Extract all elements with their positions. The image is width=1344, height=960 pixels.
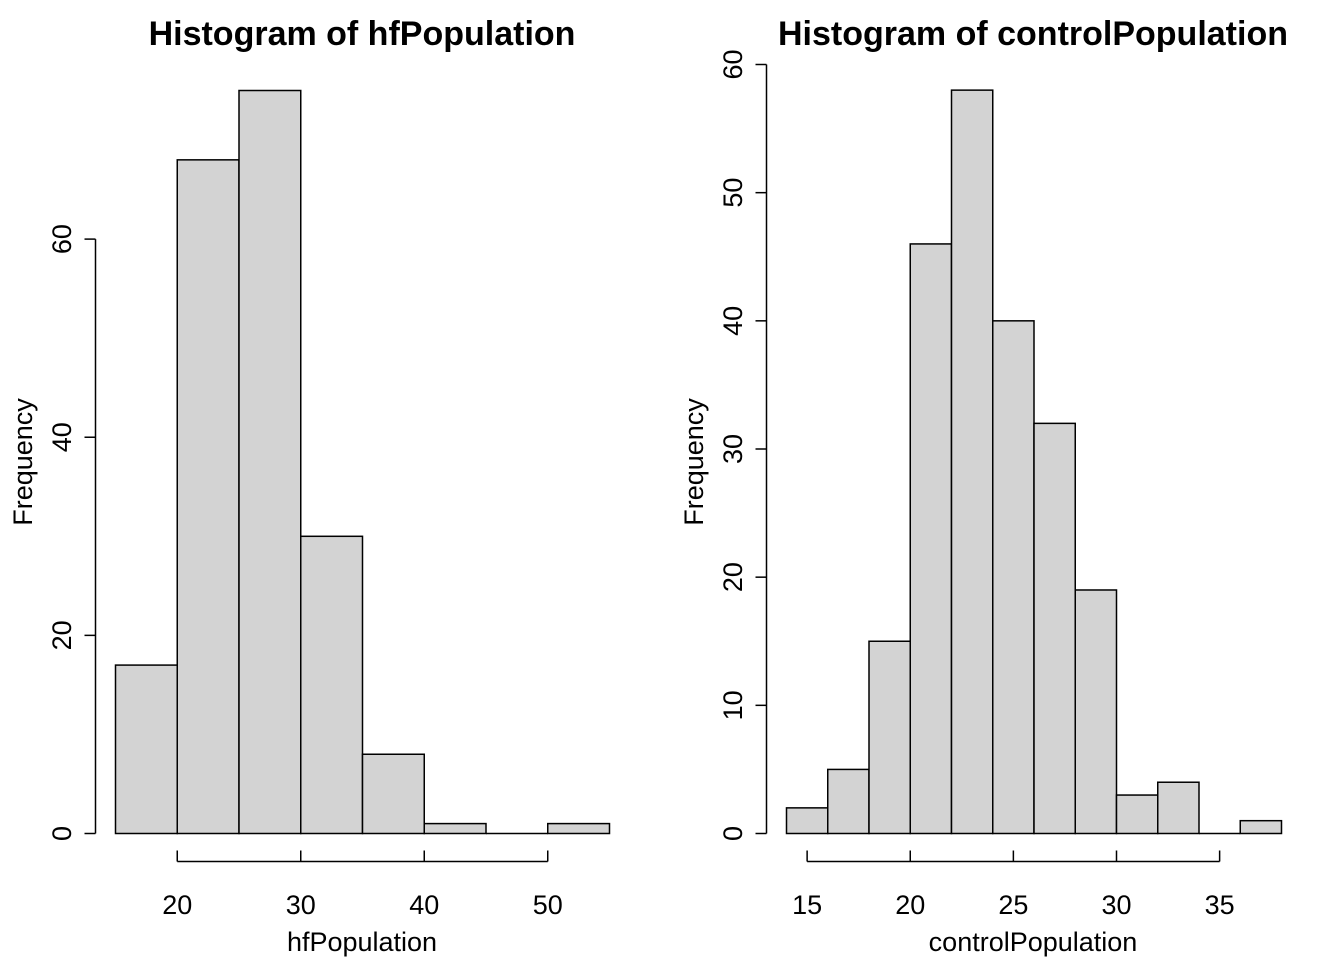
histogram-bar bbox=[785, 807, 829, 835]
x-tick-label: 20 bbox=[895, 890, 925, 920]
y-tick-label: 60 bbox=[718, 49, 748, 79]
y-tick-label: 50 bbox=[718, 178, 748, 208]
histogram-bar bbox=[114, 664, 178, 835]
histogram-bar bbox=[300, 535, 364, 835]
x-tick-label: 25 bbox=[998, 890, 1028, 920]
histogram-bar bbox=[992, 320, 1035, 835]
histogram-bar bbox=[361, 753, 425, 835]
y-axis: 0 20 40 60 bbox=[47, 224, 97, 841]
x-axis-label: controlPopulation bbox=[929, 927, 1138, 957]
x-tick-label: 15 bbox=[792, 890, 822, 920]
x-tick-label: 40 bbox=[409, 890, 439, 920]
histogram-panel-control: Histogram of controlPopulation controlPo… bbox=[679, 15, 1288, 957]
bars bbox=[114, 89, 611, 835]
y-axis: 0 10 20 30 40 50 60 bbox=[718, 49, 768, 841]
histogram-bar bbox=[1115, 794, 1159, 835]
histogram-bar bbox=[868, 640, 911, 835]
y-tick-label: 20 bbox=[718, 562, 748, 592]
histogram-bar bbox=[238, 89, 302, 835]
x-tick-label: 30 bbox=[1101, 890, 1131, 920]
histogram-bar bbox=[1239, 819, 1283, 835]
x-tick-label: 20 bbox=[162, 890, 192, 920]
histogram-bar bbox=[1157, 781, 1200, 835]
histogram-bar bbox=[909, 243, 953, 835]
x-axis: 20 30 40 50 bbox=[162, 850, 563, 920]
y-tick-label: 40 bbox=[47, 422, 77, 452]
histogram-bar bbox=[176, 159, 240, 835]
histogram-bar bbox=[827, 768, 870, 835]
bars bbox=[785, 89, 1283, 835]
y-tick-label: 60 bbox=[47, 224, 77, 254]
y-axis-label: Frequency bbox=[8, 398, 38, 526]
histogram-bar bbox=[423, 822, 487, 835]
y-tick-label: 40 bbox=[718, 306, 748, 336]
histogram-bar bbox=[950, 89, 994, 835]
x-axis: 15 20 25 30 35 bbox=[792, 850, 1235, 920]
x-tick-label: 30 bbox=[286, 890, 316, 920]
histogram-panel-hf: Histogram of hfPopulation hfPopulation F… bbox=[8, 15, 611, 957]
x-axis-label: hfPopulation bbox=[287, 927, 437, 957]
y-tick-label: 10 bbox=[718, 690, 748, 720]
histogram-bar bbox=[1033, 422, 1076, 835]
y-tick-label: 0 bbox=[47, 826, 77, 841]
histogram-bar bbox=[1074, 589, 1118, 835]
x-tick-label: 35 bbox=[1205, 890, 1235, 920]
y-axis-label: Frequency bbox=[679, 398, 709, 526]
y-tick-label: 30 bbox=[718, 434, 748, 464]
chart-title: Histogram of controlPopulation bbox=[778, 15, 1288, 53]
histogram-bar bbox=[547, 822, 611, 835]
y-tick-label: 20 bbox=[47, 620, 77, 650]
y-tick-label: 0 bbox=[718, 826, 748, 841]
x-tick-label: 50 bbox=[533, 890, 563, 920]
chart-title: Histogram of hfPopulation bbox=[149, 15, 576, 53]
